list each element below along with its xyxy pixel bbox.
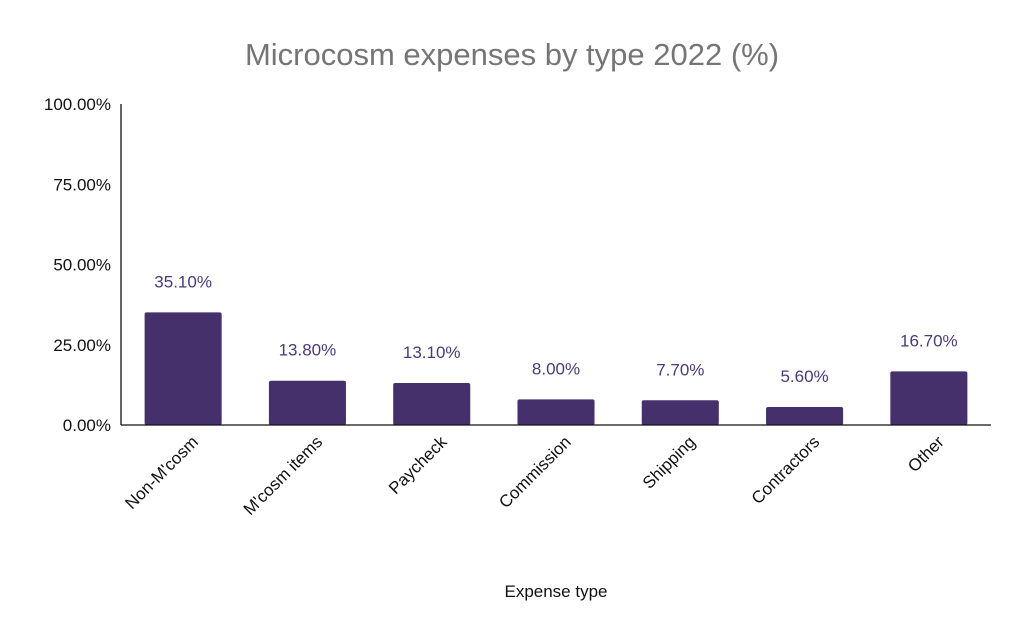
y-axis-ticks: 0.00% 25.00% 50.00% 75.00% 100.00% [44, 95, 111, 435]
data-label: 7.70% [656, 360, 704, 379]
y-tick-label: 75.00% [53, 175, 111, 194]
data-label: 16.70% [900, 331, 958, 350]
y-tick-label: 25.00% [53, 336, 111, 355]
x-tick-label: Commission [495, 432, 575, 512]
data-label: 13.80% [279, 341, 337, 360]
data-label: 5.60% [780, 367, 828, 386]
x-tick-label: M'cosm items [240, 432, 327, 519]
y-tick-label: 100.00% [44, 95, 111, 114]
data-label: 8.00% [532, 359, 580, 378]
bar [766, 407, 844, 425]
bar [890, 371, 968, 425]
bar [641, 400, 719, 425]
y-tick-label: 0.00% [63, 416, 111, 435]
x-tick-label: Contractors [748, 432, 824, 508]
bar [517, 399, 595, 425]
x-axis-tick-labels: Non-M'cosm M'cosm items Paycheck Commission… [121, 432, 947, 519]
x-axis-label: Expense type [504, 582, 607, 601]
bars-group [144, 312, 968, 425]
data-label: 35.10% [154, 272, 212, 291]
bar [144, 312, 222, 425]
bar [268, 380, 346, 425]
y-tick-label: 50.00% [53, 256, 111, 275]
data-labels-group: 35.10% 13.80% 13.10% 8.00% 7.70% 5.60% 16.70% [154, 272, 957, 386]
x-tick-label: Other [904, 432, 948, 476]
data-label: 13.10% [403, 343, 461, 362]
chart-title: Microcosm expenses by type 2022 (%) [245, 37, 779, 72]
x-tick-label: Paycheck [385, 432, 451, 498]
x-tick-label: Shipping [639, 432, 699, 492]
x-tick-label: Non-M'cosm [121, 432, 202, 513]
bar [393, 382, 471, 425]
